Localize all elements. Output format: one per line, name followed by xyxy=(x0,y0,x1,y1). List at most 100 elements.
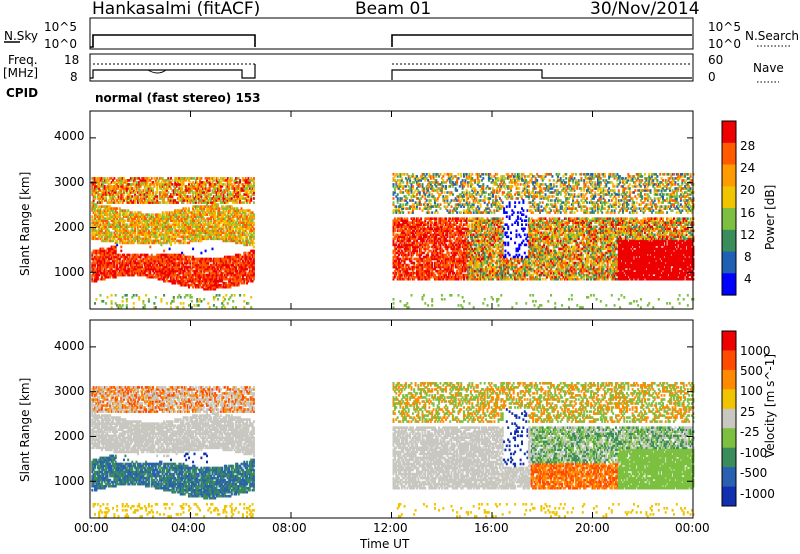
heatmap-cell xyxy=(136,263,139,267)
heatmap-cell xyxy=(123,267,125,271)
heatmap-cell xyxy=(182,279,185,283)
heatmap-cell xyxy=(406,201,409,204)
heatmap-cell xyxy=(100,197,103,200)
heatmap-cell xyxy=(174,213,177,216)
heatmap-cell xyxy=(110,177,113,180)
heatmap-cell xyxy=(143,179,146,182)
heatmap-cell xyxy=(147,235,150,239)
heatmap-cell xyxy=(179,179,182,182)
heatmap-cell xyxy=(131,267,134,271)
heatmap-cell xyxy=(152,241,155,245)
heatmap-cell xyxy=(147,300,150,303)
heatmap-cell xyxy=(112,193,114,196)
heatmap-cell xyxy=(109,183,112,186)
heatmap-cell xyxy=(138,265,141,269)
xtick: 08:00 xyxy=(272,521,307,535)
heatmap-cell xyxy=(143,223,146,226)
heatmap-cell xyxy=(112,179,114,182)
heatmap-cell xyxy=(135,294,138,297)
heatmap-cell xyxy=(181,265,184,269)
heatmap-cell xyxy=(170,237,172,241)
station-title: Hankasalmi (fitACF) xyxy=(92,0,260,19)
heatmap-cell xyxy=(147,263,150,267)
heatmap-cell xyxy=(164,223,167,226)
velocity-cbar-tick: -100 xyxy=(740,446,767,460)
heatmap-cell xyxy=(139,273,142,277)
heatmap-cell xyxy=(120,255,123,259)
heatmap-cell xyxy=(121,179,124,182)
heatmap-cell xyxy=(181,223,184,226)
heatmap-cell xyxy=(157,265,160,269)
heatmap-cell xyxy=(107,273,110,277)
heatmap-cell xyxy=(98,211,101,214)
heatmap-cell xyxy=(103,191,106,194)
heatmap-cell xyxy=(159,225,161,229)
heatmap-cell xyxy=(112,245,114,249)
heatmap-cell xyxy=(114,229,117,233)
heatmap-cell xyxy=(168,195,171,198)
heatmap-cell xyxy=(153,263,156,267)
heatmap-cell xyxy=(116,263,119,267)
heatmap-cell xyxy=(139,233,142,237)
heatmap-cell xyxy=(114,191,117,194)
heatmap-cell xyxy=(146,177,149,180)
heatmap-cell xyxy=(94,277,96,281)
heatmap-cell xyxy=(170,235,172,239)
heatmap-cell xyxy=(172,193,175,196)
heatmap-cell xyxy=(96,219,99,222)
heatmap-cell xyxy=(107,247,110,251)
heatmap-cell xyxy=(160,181,163,184)
heatmap-cell xyxy=(156,265,159,269)
heatmap-cell xyxy=(167,191,170,194)
heatmap-cell xyxy=(110,195,113,198)
heatmap-cell xyxy=(125,223,128,226)
heatmap-cell xyxy=(110,199,113,202)
heatmap-cell xyxy=(131,263,134,267)
heatmap-cell xyxy=(124,229,127,233)
heatmap-cell xyxy=(181,191,184,194)
heatmap-cell xyxy=(138,267,141,271)
heatmap-cell xyxy=(164,191,167,194)
heatmap-cell xyxy=(96,251,99,255)
heatmap-cell xyxy=(163,253,166,257)
heatmap-cell xyxy=(160,275,163,279)
heatmap-cell xyxy=(170,225,172,229)
heatmap-cell xyxy=(103,199,106,202)
heatmap-cell xyxy=(157,255,160,259)
heatmap-cell xyxy=(152,231,155,235)
heatmap-cell xyxy=(138,219,141,222)
heatmap-cell xyxy=(159,197,161,200)
heatmap-cell xyxy=(99,211,102,214)
heatmap-cell xyxy=(145,259,148,263)
heatmap-cell xyxy=(143,237,146,241)
heatmap-cell xyxy=(136,227,139,231)
heatmap-cell xyxy=(112,227,114,231)
heatmap-cell xyxy=(123,241,125,245)
heatmap-cell xyxy=(100,179,103,182)
heatmap-cell xyxy=(131,225,134,229)
heatmap-cell xyxy=(116,243,119,247)
heatmap-cell xyxy=(132,197,135,200)
heatmap-cell xyxy=(175,265,178,269)
heatmap-cell xyxy=(94,191,96,194)
heatmap-cell xyxy=(159,193,161,196)
heatmap-cell xyxy=(147,239,150,243)
heatmap-cell xyxy=(105,197,108,200)
heatmap-cell xyxy=(128,269,131,273)
heatmap-cell xyxy=(123,179,125,182)
heatmap-cell xyxy=(94,249,96,253)
heatmap-cell xyxy=(163,273,166,277)
heatmap-cell xyxy=(128,191,131,194)
heatmap-cell xyxy=(95,223,98,226)
heatmap-cell xyxy=(150,273,153,277)
heatmap-cell xyxy=(118,199,121,202)
heatmap-cell xyxy=(149,245,152,249)
heatmap-cell xyxy=(154,263,157,267)
heatmap-cell xyxy=(174,177,177,180)
heatmap-cell xyxy=(154,177,157,180)
heatmap-cell xyxy=(114,221,117,224)
heatmap-cell xyxy=(116,217,119,220)
heatmap-cell xyxy=(99,251,102,255)
heatmap-cell xyxy=(159,231,161,235)
heatmap-cell xyxy=(159,271,161,275)
